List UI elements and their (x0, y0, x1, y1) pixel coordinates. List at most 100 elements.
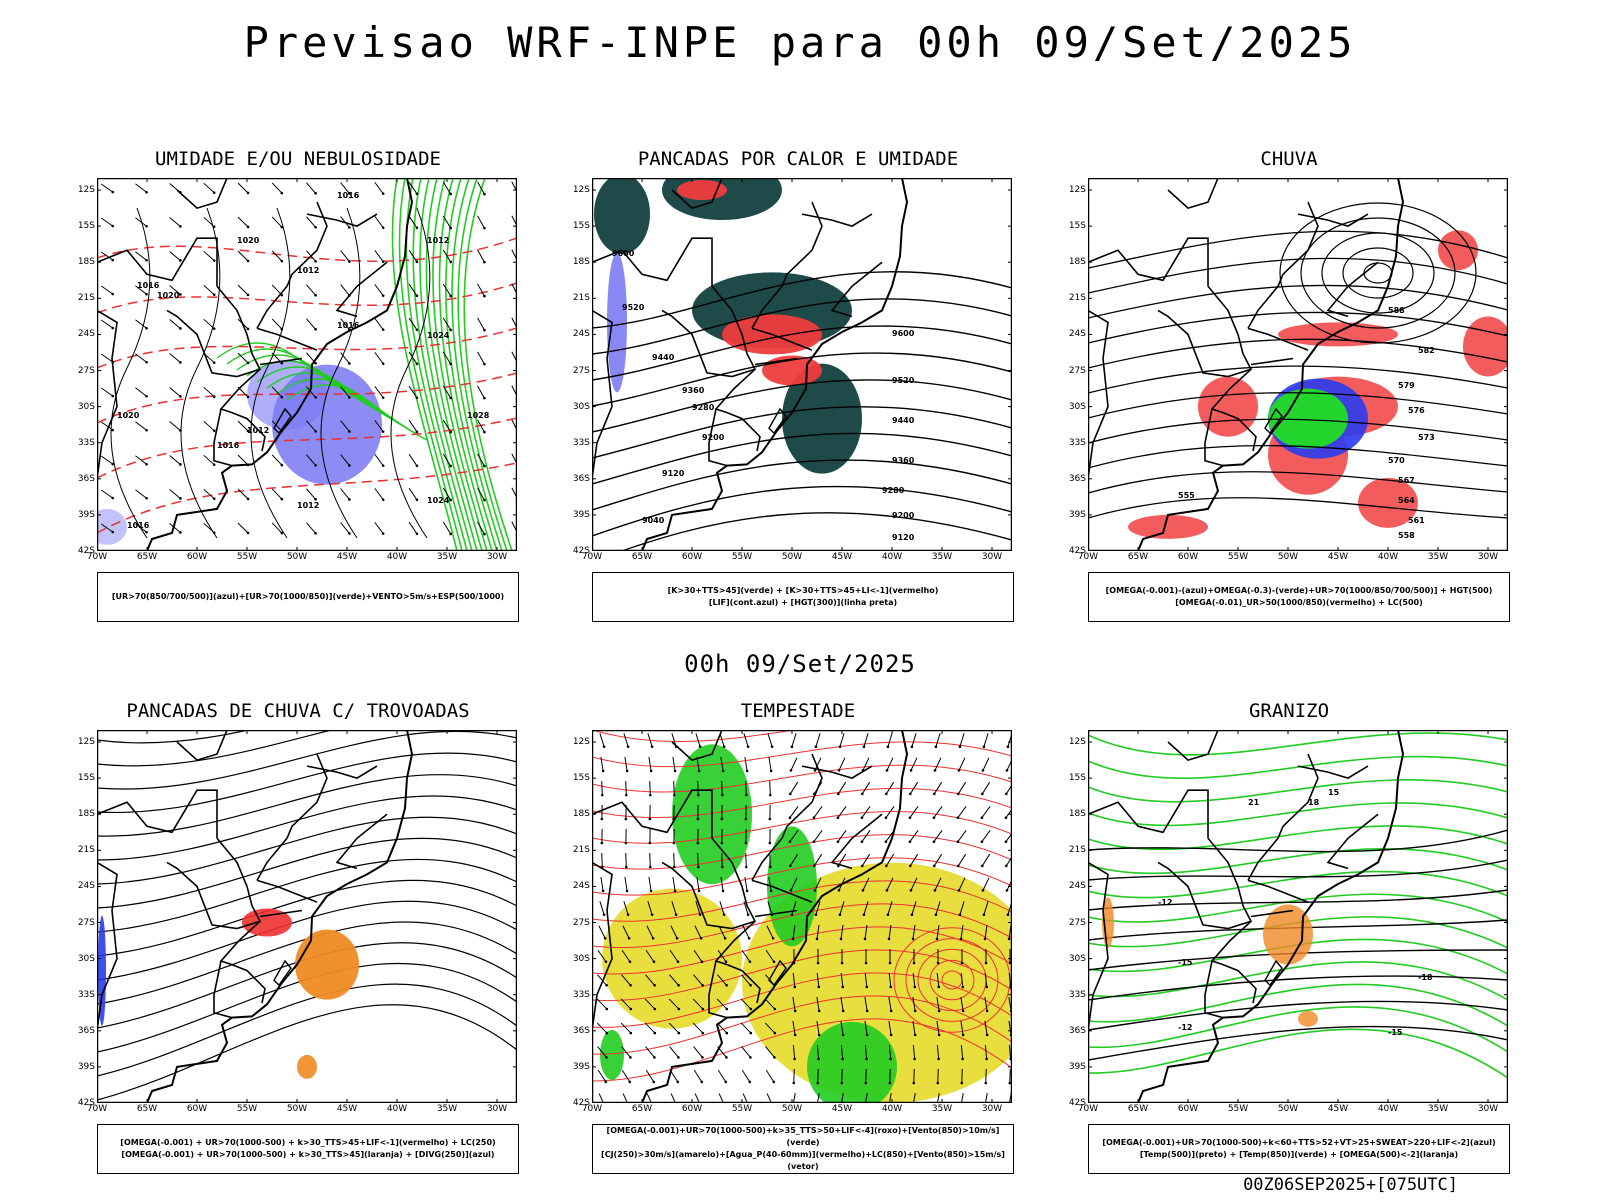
wind-vector-head (722, 745, 726, 748)
wind-vector-head (985, 1009, 989, 1013)
wind-vector-head (812, 840, 816, 843)
wind-vector (169, 455, 181, 465)
legend-granizo: [OMEGA(-0.001)+UR>70(1000-500)+k<60+TTS>… (1088, 1124, 1510, 1174)
wind-vector-head (889, 985, 893, 989)
wind-vector-head (449, 396, 452, 400)
wind-vector-head (812, 816, 816, 819)
map-border (1088, 178, 1508, 551)
wind-vector (340, 250, 350, 262)
wind-vector (742, 925, 750, 939)
wind-vector (792, 1044, 796, 1060)
geographic-boundaries (1088, 178, 1405, 551)
wind-vector (764, 1022, 776, 1034)
wind-vector-head (768, 865, 772, 869)
wind-vector-head (933, 769, 937, 772)
lon-tick-label: 60W (681, 552, 703, 562)
wind-vector (768, 757, 772, 771)
wind-vector (374, 284, 384, 296)
wind-vector-head (348, 192, 351, 195)
wind-vector-head (626, 745, 630, 748)
wind-vector (598, 1093, 604, 1103)
wind-vector (1005, 783, 1012, 795)
lagoon-outline (768, 407, 787, 435)
wind-vector (203, 182, 215, 194)
contour-label: 573 (1418, 433, 1435, 442)
wind-vector (692, 998, 704, 1010)
lat-tick-label: 21S (1068, 293, 1086, 304)
wind-vector-head (348, 260, 351, 263)
wind-vector (646, 1093, 652, 1103)
lon-axis-labels: 70W 65W 60W 55W 50W 45W 40W 35W 30W (1078, 1104, 1508, 1116)
wind-vector-head (314, 497, 317, 501)
wind-vector-head (145, 428, 148, 432)
wind-vector (203, 454, 215, 466)
lon-tick-label: 45W (831, 552, 853, 562)
wind-vector-head (314, 361, 317, 365)
wind-vector-head (111, 428, 115, 432)
wind-vector-head (884, 864, 888, 868)
contour-label: 1012 (297, 501, 319, 510)
wind-vector (1005, 808, 1012, 818)
wind-vector (100, 285, 114, 295)
wind-vector (306, 522, 316, 534)
map-tempestade: 12S 15S 18S 21S 24S 27S 30S 33S 36S 39S 42S 70W 65W 6… (573, 730, 1012, 1114)
temp-850-contour (1088, 1006, 1508, 1053)
wind-vector (912, 1044, 916, 1060)
wind-vector (668, 1022, 680, 1034)
wind-vector-head (749, 1056, 752, 1059)
wind-vector-head (483, 226, 486, 230)
map-canvas: 588 582 579 576 573 570 567 564 561 558 555 (1088, 178, 1508, 551)
wind-vector (203, 488, 215, 500)
wind-vector-head (348, 430, 351, 433)
map-border (97, 730, 517, 1103)
contour-label: 1012 (427, 236, 449, 245)
wind-vector-head (1004, 840, 1008, 843)
wind-green-area (767, 826, 817, 947)
wind-vector-head (246, 259, 250, 263)
wind-vector-head (701, 1031, 705, 1035)
wind-vector (983, 733, 989, 747)
omega-orange-area (1263, 904, 1313, 965)
wind-vector (910, 877, 918, 891)
wind-vector (816, 997, 820, 1011)
lat-tick-label: 21S (77, 293, 95, 304)
temp-850-contour (1088, 779, 1508, 803)
lon-tick-label: 60W (681, 1104, 703, 1114)
wind-vector (789, 853, 799, 867)
wind-vector-head (1008, 1081, 1012, 1085)
wind-vector-head (1005, 889, 1009, 892)
wind-vector-head (933, 889, 937, 892)
wind-vector-head (415, 192, 419, 196)
wind-vector (790, 877, 798, 891)
legend-line: [OMEGA(-0.001) + UR>70(1000-500) + k>30_… (120, 1138, 496, 1147)
wind-vector (982, 757, 990, 771)
wind-vector-head (212, 191, 216, 194)
wind-vector-head (860, 840, 864, 843)
wind-vector-head (813, 889, 817, 892)
wind-vector (792, 972, 796, 988)
wind-vector-head (628, 1080, 632, 1084)
map-pancadas-calor: 9600 9520 9440 9360 9280 9200 9120 9040 9600 9520… (573, 178, 1012, 562)
wind-vector-head (912, 961, 916, 965)
wind-vector-head (483, 294, 486, 298)
wind-vector-head (676, 960, 680, 964)
map-border (1088, 730, 1508, 1103)
lon-tick-label: 40W (386, 552, 408, 562)
wind-vector (644, 1022, 656, 1034)
wind-vector (237, 284, 249, 296)
lat-tick-label: 15S (1068, 221, 1086, 232)
wind-vector-head (672, 865, 676, 869)
wind-vector-head (600, 841, 604, 845)
wind-vector-head (985, 1057, 988, 1061)
wind-vector (477, 419, 485, 433)
border-line (1088, 309, 1109, 482)
wind-vector-head (696, 817, 700, 821)
wind-vector (374, 522, 384, 534)
wind-vector-head (889, 1009, 893, 1013)
wind-vector-head (145, 258, 148, 262)
lon-tick-label: 55W (731, 1104, 753, 1114)
wind-vector (960, 1044, 964, 1060)
wind-vector-head (980, 816, 984, 819)
lon-tick-label: 65W (1127, 552, 1149, 562)
border-line (708, 408, 728, 467)
